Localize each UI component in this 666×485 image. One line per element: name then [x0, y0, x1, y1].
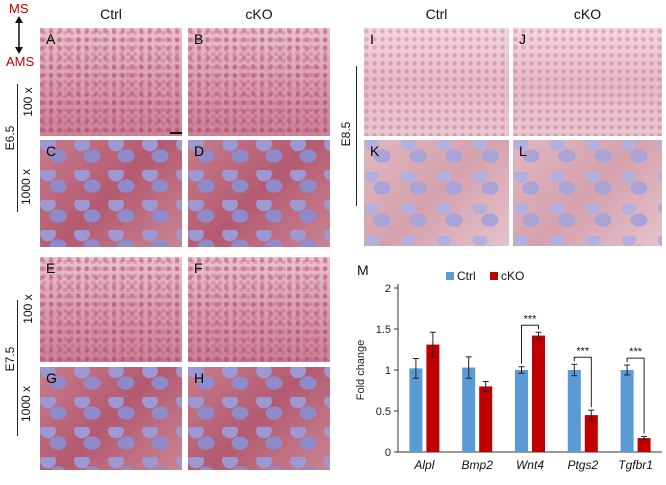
bar-cko-bmp2 [479, 386, 493, 452]
bar-cko-ptgs2 [584, 415, 598, 452]
panel-letter-l: L [519, 143, 527, 159]
scale-bar [170, 132, 182, 134]
panel-letter-k: K [370, 143, 380, 159]
significance-label: *** [629, 346, 643, 358]
panel-letter-d: D [194, 143, 205, 159]
legend-label-cko: cKO [501, 269, 524, 283]
panel-letter-h: H [194, 370, 205, 386]
stage-label-e85: E8.5 [339, 121, 353, 147]
bar-ctrl-wnt4 [515, 370, 528, 452]
bar-ctrl-alpl [409, 368, 423, 452]
stage-label-e75: E7.5 [3, 346, 17, 372]
double-arrow-icon [15, 16, 23, 54]
micrograph-f: F [188, 257, 330, 362]
y-tick-label: 0.5 [376, 406, 391, 418]
mag-label-100x-e75: 100 x [21, 294, 35, 324]
bar-cko-tgfbr1 [637, 438, 651, 452]
micrograph-c: C [40, 140, 182, 247]
category-label-alpl: Alpl [413, 458, 434, 472]
significance-label: *** [524, 313, 538, 325]
ms-label: MS [9, 1, 29, 16]
ams-label: AMS [6, 54, 35, 69]
y-tick-label: 1.5 [376, 324, 391, 336]
column-header-ctrl-left: Ctrl [100, 6, 122, 22]
micrograph-a: A [40, 28, 182, 136]
micrograph-d: D [188, 140, 330, 247]
micrograph-k: K [364, 140, 509, 246]
panel-letter-a: A [46, 31, 56, 47]
column-header-cko-right: cKO [573, 6, 602, 22]
category-label-ptgs2: Ptgs2 [567, 458, 598, 472]
column-header-cko-left: cKO [245, 6, 273, 22]
category-label-tgfbr1: Tgfbr1 [618, 458, 653, 472]
bar-cko-wnt4 [532, 335, 545, 452]
significance-label: *** [576, 345, 590, 357]
y-tick-label: 2 [385, 283, 391, 295]
legend-swatch-ctrl [446, 272, 454, 280]
micrograph-i: I [364, 28, 509, 136]
bar-ctrl-tgfbr1 [620, 370, 634, 452]
panel-letter-i: I [370, 31, 374, 47]
micrograph-l: L [513, 140, 662, 246]
stage-bracket-e65 [17, 84, 18, 212]
significance-bracket [573, 356, 592, 408]
column-header-ctrl-right: Ctrl [425, 6, 448, 22]
significance-bracket [521, 324, 539, 364]
mag-label-100x-e65: 100 x [21, 87, 35, 117]
mag-label-1000x-e65: 1000 x [19, 168, 33, 206]
legend-swatch-cko [490, 272, 498, 280]
micrograph-b: B [188, 28, 330, 136]
mag-label-1000x-e75: 1000 x [19, 385, 33, 423]
bar-ctrl-ptgs2 [567, 370, 581, 452]
micrograph-h: H [188, 367, 330, 470]
panel-letter-m: M [357, 262, 369, 278]
legend-label-ctrl: Ctrl [457, 269, 476, 283]
significance-bracket [626, 357, 645, 434]
micrograph-g: G [40, 367, 182, 470]
category-label-wnt4: Wnt4 [516, 458, 544, 472]
panel-letter-f: F [194, 260, 203, 276]
micrograph-j: J [513, 28, 662, 136]
y-axis-title: Fold change [355, 340, 367, 401]
micrograph-e: E [40, 257, 182, 362]
bar-ctrl-bmp2 [462, 367, 476, 452]
y-tick-label: 1 [385, 365, 391, 377]
y-tick-label: 0 [385, 447, 391, 459]
panel-letter-g: G [46, 370, 57, 386]
panel-letter-c: C [46, 143, 57, 159]
bar-cko-alpl [426, 344, 440, 452]
panel-letter-e: E [46, 260, 56, 276]
stage-bracket-e85 [356, 66, 357, 206]
bar-chart: 0 0.5 1 1.5 2 Fold change Alpl Bmp2 Wnt4 Ptgs2 Tgf… [355, 269, 662, 472]
panel-letter-j: J [519, 31, 526, 47]
category-label-bmp2: Bmp2 [462, 458, 494, 472]
stage-bracket-e75 [17, 300, 18, 436]
panel-letter-b: B [194, 31, 204, 47]
stage-label-e65: E6.5 [3, 125, 17, 151]
